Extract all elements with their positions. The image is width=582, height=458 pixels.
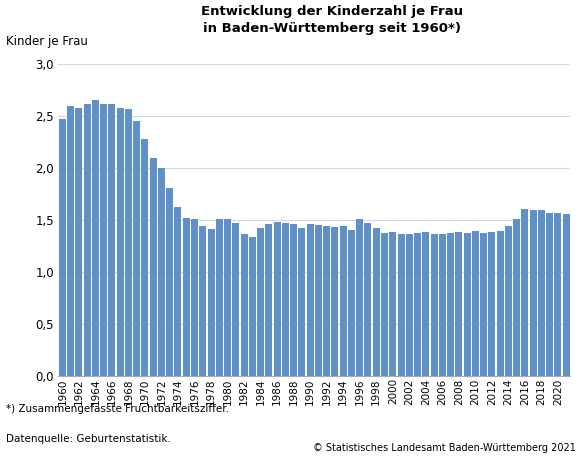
Bar: [372, 228, 379, 376]
Text: © Statistisches Landesamt Baden-Württemberg 2021: © Statistisches Landesamt Baden-Württemb…: [313, 443, 576, 453]
Bar: [381, 233, 388, 376]
Bar: [521, 209, 528, 376]
Bar: [455, 232, 462, 376]
Bar: [175, 207, 182, 376]
Bar: [323, 226, 330, 376]
Bar: [108, 104, 115, 376]
Text: Datenquelle: Geburtenstatistik.: Datenquelle: Geburtenstatistik.: [6, 434, 171, 444]
Bar: [191, 219, 198, 376]
Bar: [505, 226, 512, 376]
Bar: [364, 223, 371, 376]
Bar: [282, 223, 289, 376]
Bar: [555, 213, 562, 376]
Bar: [348, 230, 355, 376]
Bar: [224, 219, 231, 376]
Bar: [100, 104, 107, 376]
Bar: [183, 218, 190, 376]
Bar: [59, 119, 66, 376]
Bar: [125, 109, 132, 376]
Bar: [166, 188, 173, 376]
Bar: [464, 233, 471, 376]
Bar: [158, 168, 165, 376]
Bar: [315, 225, 322, 376]
Bar: [389, 232, 396, 376]
Bar: [208, 229, 215, 376]
Bar: [92, 100, 99, 376]
Bar: [75, 108, 83, 376]
Text: *) Zusammengefasste Fruchtbarkeitsziffer.: *) Zusammengefasste Fruchtbarkeitsziffer…: [6, 404, 229, 414]
Bar: [274, 222, 281, 376]
Bar: [116, 108, 123, 376]
Bar: [141, 139, 148, 376]
Bar: [398, 234, 404, 376]
Bar: [265, 224, 272, 376]
Bar: [563, 213, 570, 376]
Bar: [290, 224, 297, 376]
Bar: [530, 211, 537, 376]
Bar: [84, 104, 91, 376]
Bar: [150, 158, 157, 376]
Bar: [257, 228, 264, 376]
Bar: [496, 231, 503, 376]
Bar: [240, 234, 247, 376]
Bar: [249, 238, 256, 376]
Bar: [331, 227, 339, 376]
Bar: [414, 233, 421, 376]
Bar: [133, 121, 140, 376]
Bar: [472, 231, 479, 376]
Bar: [447, 233, 454, 376]
Bar: [546, 213, 553, 376]
Bar: [356, 219, 363, 376]
Bar: [423, 232, 430, 376]
Bar: [513, 219, 520, 376]
Bar: [299, 228, 306, 376]
Bar: [406, 234, 413, 376]
Bar: [488, 232, 495, 376]
Bar: [480, 233, 487, 376]
Bar: [431, 234, 438, 376]
Bar: [439, 234, 446, 376]
Bar: [232, 223, 239, 376]
Text: Kinder je Frau: Kinder je Frau: [6, 35, 88, 48]
Bar: [538, 211, 545, 376]
Bar: [67, 106, 74, 376]
Bar: [199, 226, 206, 376]
Bar: [307, 224, 314, 376]
Text: Entwicklung der Kinderzahl je Frau
in Baden-Württemberg seit 1960*): Entwicklung der Kinderzahl je Frau in Ba…: [201, 5, 463, 35]
Bar: [340, 226, 347, 376]
Bar: [216, 219, 223, 376]
